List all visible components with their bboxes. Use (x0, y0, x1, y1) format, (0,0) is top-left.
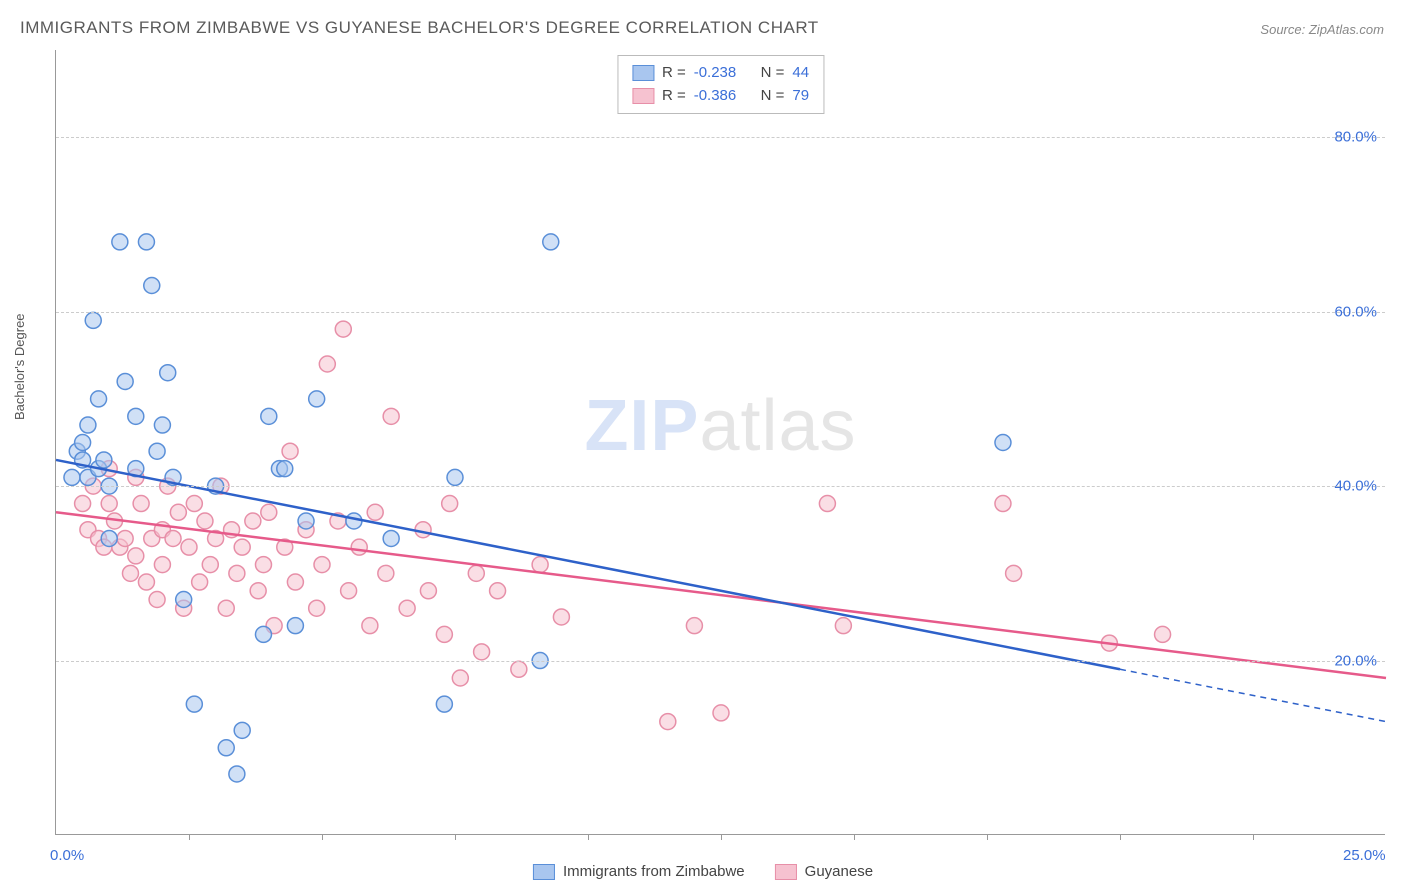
scatter-svg (56, 50, 1385, 834)
source-value: ZipAtlas.com (1309, 22, 1384, 37)
gridline-h (56, 137, 1385, 138)
x-tick (588, 834, 589, 840)
legend-item-zimbabwe: Immigrants from Zimbabwe (533, 863, 745, 880)
x-tick-start-label: 0.0% (50, 847, 84, 864)
series-legend: Immigrants from Zimbabwe Guyanese (533, 863, 873, 880)
x-tick (721, 834, 722, 840)
x-tick (1120, 834, 1121, 840)
x-tick (854, 834, 855, 840)
legend-swatch-zimbabwe (533, 864, 555, 880)
legend-label-zimbabwe: Immigrants from Zimbabwe (563, 863, 745, 880)
chart-title: IMMIGRANTS FROM ZIMBABWE VS GUYANESE BAC… (20, 18, 819, 38)
source-label: Source: (1260, 22, 1305, 37)
x-tick (1253, 834, 1254, 840)
y-tick-label: 60.0% (1334, 303, 1377, 320)
gridline-h (56, 661, 1385, 662)
chart-plot-area: ZIPatlas R = -0.238 N = 44 R = -0.386 N … (55, 50, 1385, 835)
legend-item-guyanese: Guyanese (775, 863, 873, 880)
source-attribution: Source: ZipAtlas.com (1260, 22, 1384, 37)
y-tick-label: 40.0% (1334, 478, 1377, 495)
x-tick (322, 834, 323, 840)
legend-label-guyanese: Guyanese (805, 863, 873, 880)
x-tick (987, 834, 988, 840)
x-tick (189, 834, 190, 840)
y-axis-label: Bachelor's Degree (12, 313, 27, 420)
x-tick (455, 834, 456, 840)
gridline-h (56, 312, 1385, 313)
gridline-h (56, 486, 1385, 487)
x-tick-end-label: 25.0% (1343, 847, 1386, 864)
legend-swatch-guyanese (775, 864, 797, 880)
y-tick-label: 20.0% (1334, 652, 1377, 669)
y-tick-label: 80.0% (1334, 129, 1377, 146)
